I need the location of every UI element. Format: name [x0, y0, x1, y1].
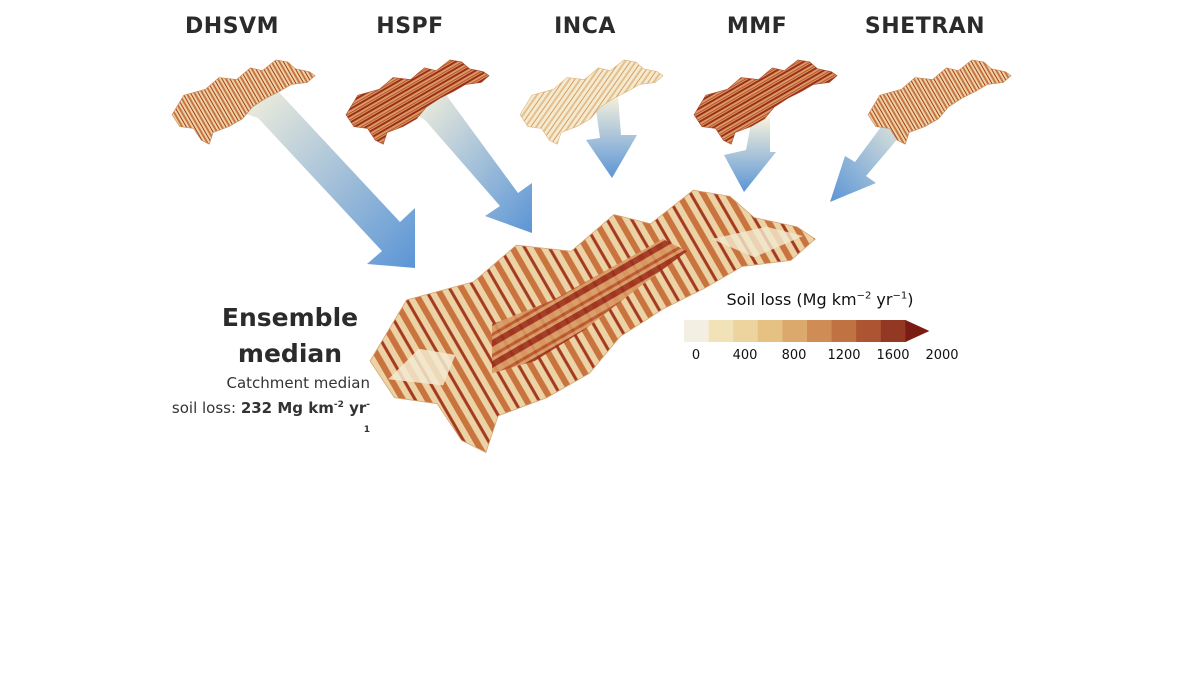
model-title-hspf: HSPF: [376, 14, 444, 39]
legend-title-exp1: −2: [856, 290, 872, 302]
ensemble-subtitle-line2: soil loss: 232 Mg km-2 yr-1: [170, 394, 370, 444]
model-title-dhsvm: DHSVM: [185, 14, 279, 39]
map-ensemble-median: [368, 188, 817, 455]
ensemble-value-exp1: -2: [333, 400, 344, 410]
ensemble-subtitle-prefix: soil loss:: [171, 399, 237, 417]
legend-tick-0: 0: [691, 348, 701, 363]
ensemble-value-mid: yr: [343, 399, 367, 417]
legend-tick-2000: 2000: [925, 348, 959, 363]
ensemble-value: 232 Mg km-2 yr-1: [241, 399, 370, 442]
model-title-shetran: SHETRAN: [864, 14, 986, 39]
legend-title-text: Soil loss (Mg km: [726, 290, 857, 309]
legend-overflow-arrow: [905, 320, 930, 342]
arrow-mmf: [724, 118, 776, 192]
legend-swatch-4: [782, 320, 808, 342]
map-inca: [519, 59, 664, 145]
legend-swatch-2: [733, 320, 759, 342]
legend-swatch-1: [708, 320, 734, 342]
ensemble-subtitle: Catchment median soil loss: 232 Mg km-2 …: [170, 372, 370, 444]
legend-swatch-5: [807, 320, 833, 342]
legend-tick-1200: 1200: [827, 348, 861, 363]
arrow-hspf: [412, 92, 532, 233]
ensemble-subtitle-line1: Catchment median: [226, 374, 370, 392]
legend-tick-1600: 1600: [876, 348, 910, 363]
ensemble-title: Ensemble median: [200, 300, 380, 372]
arrow-inca: [586, 96, 637, 178]
legend-swatch-3: [757, 320, 783, 342]
ensemble-value-number: 232 Mg km: [240, 399, 334, 417]
legend-title-exp2: −1: [892, 290, 908, 302]
model-title-inca: INCA: [554, 14, 616, 39]
ensemble-title-line1: Ensemble: [221, 303, 359, 332]
model-title-mmf: MMF: [726, 14, 788, 39]
legend-tick-800: 800: [781, 348, 807, 363]
legend-tick-400: 400: [732, 348, 758, 363]
legend-swatch-6: [831, 320, 857, 342]
ensemble-title-line2: median: [237, 339, 343, 368]
legend-title-mid: yr: [871, 290, 893, 309]
legend-colorbar: [684, 320, 930, 342]
ensemble-value-exp2: -1: [363, 400, 370, 435]
legend-swatch-0: [684, 320, 710, 342]
legend-title: Soil loss (Mg km−2 yr−1): [690, 290, 950, 309]
legend-swatch-7: [856, 320, 882, 342]
legend-title-close: ): [907, 290, 914, 309]
legend-swatch-8: [880, 320, 906, 342]
arrow-dhsvm: [240, 88, 415, 268]
